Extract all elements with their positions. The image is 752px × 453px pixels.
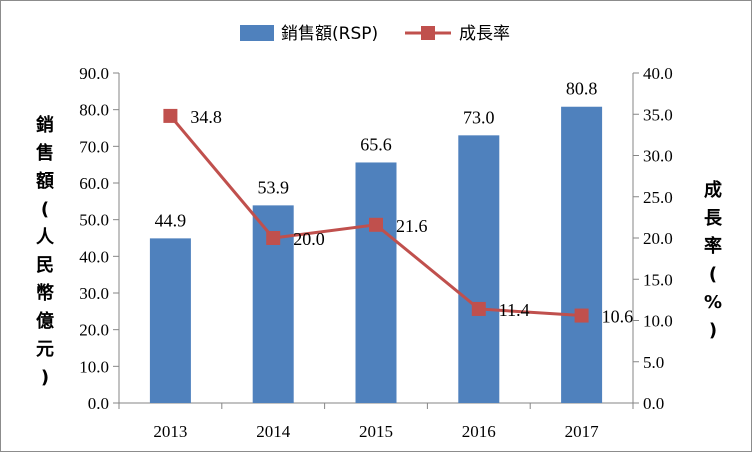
right-axis-title-char: 成 bbox=[704, 179, 722, 201]
left-axis-title-char: 銷 bbox=[36, 114, 54, 136]
right-tick-label: 35.0 bbox=[643, 105, 673, 124]
axes: 0.0 10.0 20.0 30.0 40.0 50.0 60.0 70.0 80.0 90.0 0… bbox=[79, 64, 673, 441]
right-tick-label: 40.0 bbox=[643, 64, 673, 83]
left-axis-title-char: 幣 bbox=[36, 282, 54, 304]
right-tick-label: 5.0 bbox=[643, 353, 664, 372]
line-marker bbox=[471, 301, 486, 316]
right-axis-title-char: ) bbox=[709, 320, 717, 341]
left-axis-title-char: 元 bbox=[36, 339, 54, 360]
right-axis-title-char: ( bbox=[709, 264, 717, 285]
right-tick-label: 15.0 bbox=[643, 270, 673, 289]
bar bbox=[458, 135, 500, 404]
bar bbox=[149, 238, 191, 403]
x-tick-label: 2015 bbox=[359, 422, 393, 441]
bar-value-label: 73.0 bbox=[463, 107, 495, 127]
bar bbox=[355, 162, 397, 403]
left-tick-label: 90.0 bbox=[79, 64, 109, 83]
bar-value-label: 44.9 bbox=[155, 210, 187, 230]
x-tick-label: 2013 bbox=[153, 422, 187, 441]
left-axis-title-char: 民 bbox=[36, 255, 54, 276]
left-tick-label: 20.0 bbox=[79, 321, 109, 340]
left-tick-label: 70.0 bbox=[79, 137, 109, 156]
line-series bbox=[163, 108, 589, 323]
left-axis-title-char: ) bbox=[41, 367, 49, 388]
legend-swatch-sales bbox=[240, 25, 274, 41]
line-value-label: 20.0 bbox=[293, 229, 325, 249]
left-tick-label: 60.0 bbox=[79, 174, 109, 193]
line-value-label: 34.8 bbox=[190, 107, 222, 127]
line-value-label: 10.6 bbox=[602, 307, 634, 327]
left-axis-title-char: 人 bbox=[36, 227, 55, 248]
bar-value-label: 53.9 bbox=[257, 177, 289, 197]
line-value-label: 11.4 bbox=[499, 300, 530, 320]
right-tick-label: 0.0 bbox=[643, 394, 664, 413]
right-tick-label: 20.0 bbox=[643, 229, 673, 248]
line-marker bbox=[574, 308, 589, 323]
right-axis-title-char: 長 bbox=[704, 208, 723, 229]
left-tick-label: 80.0 bbox=[79, 101, 109, 120]
right-tick-label: 25.0 bbox=[643, 188, 673, 207]
line-marker bbox=[163, 108, 178, 123]
line-marker bbox=[369, 217, 383, 232]
left-tick-label: 40.0 bbox=[79, 247, 109, 266]
legend-label-growth: 成長率 bbox=[459, 24, 510, 44]
left-axis-title-char: 售 bbox=[36, 142, 54, 164]
bar bbox=[561, 106, 603, 403]
bar-series bbox=[149, 106, 603, 404]
left-tick-label: 10.0 bbox=[79, 357, 109, 376]
right-axis-title-char: % bbox=[704, 292, 722, 313]
left-tick-label: 30.0 bbox=[79, 284, 109, 303]
left-tick-label: 0.0 bbox=[88, 394, 109, 413]
x-tick-label: 2016 bbox=[462, 422, 496, 441]
data-labels: 44.9 53.9 65.6 73.0 80.8 34.8 20.0 21.6 11.4 10.6 bbox=[155, 79, 633, 327]
right-tick-label: 10.0 bbox=[643, 312, 673, 331]
legend-label-sales: 銷售額(RSP) bbox=[281, 24, 378, 44]
x-tick-label: 2014 bbox=[256, 422, 291, 441]
left-axis-title-char: ( bbox=[41, 199, 49, 220]
legend-marker-growth bbox=[421, 26, 435, 40]
bar-value-label: 65.6 bbox=[360, 134, 392, 154]
left-tick-label: 50.0 bbox=[79, 211, 109, 230]
legend: 銷售額(RSP) 成長率 bbox=[240, 24, 510, 44]
line-value-label: 21.6 bbox=[396, 216, 428, 236]
bar-value-label: 80.8 bbox=[566, 79, 598, 99]
x-tick-label: 2017 bbox=[565, 422, 600, 441]
left-axis-title-char: 億 bbox=[36, 310, 54, 332]
right-tick-label: 30.0 bbox=[643, 147, 673, 166]
right-axis-title-char: 率 bbox=[704, 235, 722, 257]
left-axis-title-char: 額 bbox=[35, 170, 54, 192]
line-marker bbox=[266, 231, 281, 245]
